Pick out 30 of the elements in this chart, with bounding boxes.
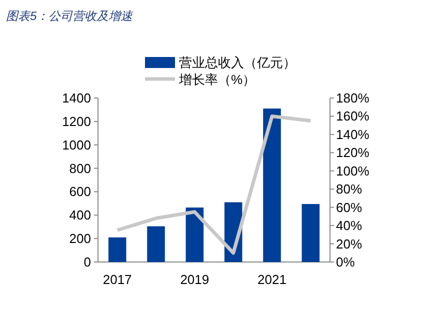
y-tick-label: 200 [69, 231, 91, 246]
legend-label: 增长率（%） [178, 72, 256, 87]
y2-tick-label: 180% [336, 90, 370, 106]
y2-tick-label: 40% [336, 218, 362, 234]
y2-tick-label: 160% [336, 108, 370, 124]
bar [186, 208, 204, 262]
x-tick-label: 2017 [102, 272, 132, 287]
y-tick-label: 800 [69, 160, 91, 176]
bar [263, 108, 281, 262]
y-tick-label: 400 [69, 208, 91, 223]
y2-tick-label: 20% [336, 236, 362, 252]
legend-label: 营业总收入（亿元） [179, 55, 296, 70]
y2-tick-label: 80% [336, 182, 362, 197]
y2-tick-label: 0% [336, 254, 356, 270]
y-tick-label: 1400 [62, 90, 91, 106]
y-tick-label: 600 [69, 184, 91, 200]
line-series [116, 114, 312, 255]
y-tick-label: 1000 [62, 137, 91, 152]
bar [302, 204, 320, 262]
bar [147, 226, 165, 262]
y2-tick-label: 140% [336, 126, 370, 142]
x-tick-label: 2019 [180, 272, 210, 287]
y2-tick-label: 60% [336, 200, 362, 215]
y2-tick-label: 100% [336, 163, 370, 178]
y-tick-label: 1200 [62, 114, 91, 129]
chart-title: 图表5：公司营收及增速 [6, 9, 134, 23]
x-tick-label: 2021 [258, 272, 286, 287]
bar [108, 237, 126, 262]
y-tick-label: 0 [84, 254, 91, 270]
y2-tick-label: 120% [336, 145, 370, 160]
